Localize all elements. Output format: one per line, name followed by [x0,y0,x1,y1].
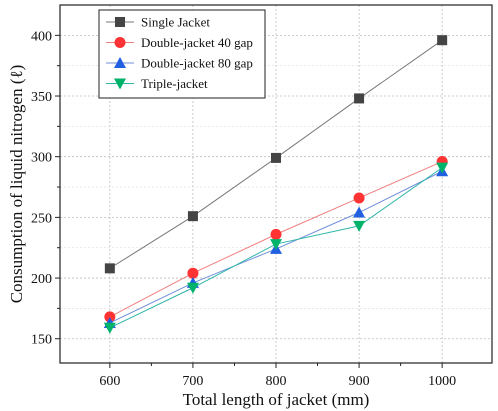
legend-entry-label: Single Jacket [141,15,210,30]
legend-swatch-marker [114,78,126,90]
data-point [436,162,449,174]
data-point [437,35,448,46]
data-point [353,220,366,232]
series-3 [103,162,449,334]
data-point [186,282,199,294]
y-tick-label: 300 [31,151,52,166]
legend-entry-label: Double-jacket 40 gap [141,35,253,50]
data-point [270,239,282,251]
x-axis-label: Total length of jacket (mm) [183,390,370,409]
data-point [353,192,365,204]
x-tick-label: 900 [349,374,370,389]
data-point [187,211,198,222]
x-tick-label: 1000 [428,374,456,389]
data-point [354,93,365,104]
y-tick-label: 150 [31,333,52,348]
x-tick-label: 800 [266,374,287,389]
axis-ticks: 600 700 800 900 1000 150 200 250 300 350 400 [31,29,456,389]
data-point [187,267,199,279]
data-point [103,322,116,334]
legend-swatch-marker [114,37,126,48]
data-point [353,206,366,218]
data-point [271,152,281,163]
y-axis-label: Consumption of liquid nitrogen (ℓ) [7,65,26,304]
series-0 [104,35,448,274]
x-tick-label: 600 [99,374,120,389]
legend-swatch-marker [115,17,125,27]
y-tick-label: 250 [31,211,52,226]
y-tick-label: 200 [31,272,52,287]
y-tick-label: 350 [31,90,52,105]
data-point [104,263,115,274]
series-layer [103,35,449,334]
legend-entry-label: Triple-jacket [141,76,208,91]
x-tick-label: 700 [182,374,203,389]
y-tick-label: 400 [31,29,52,44]
data-point [270,228,282,240]
data-point [104,311,116,323]
legend-swatch-marker [114,57,126,68]
legend-entry-label: Double-jacket 80 gap [141,56,253,71]
legend: Single Jacket Double-jacket 40 gap Double-… [98,9,266,99]
